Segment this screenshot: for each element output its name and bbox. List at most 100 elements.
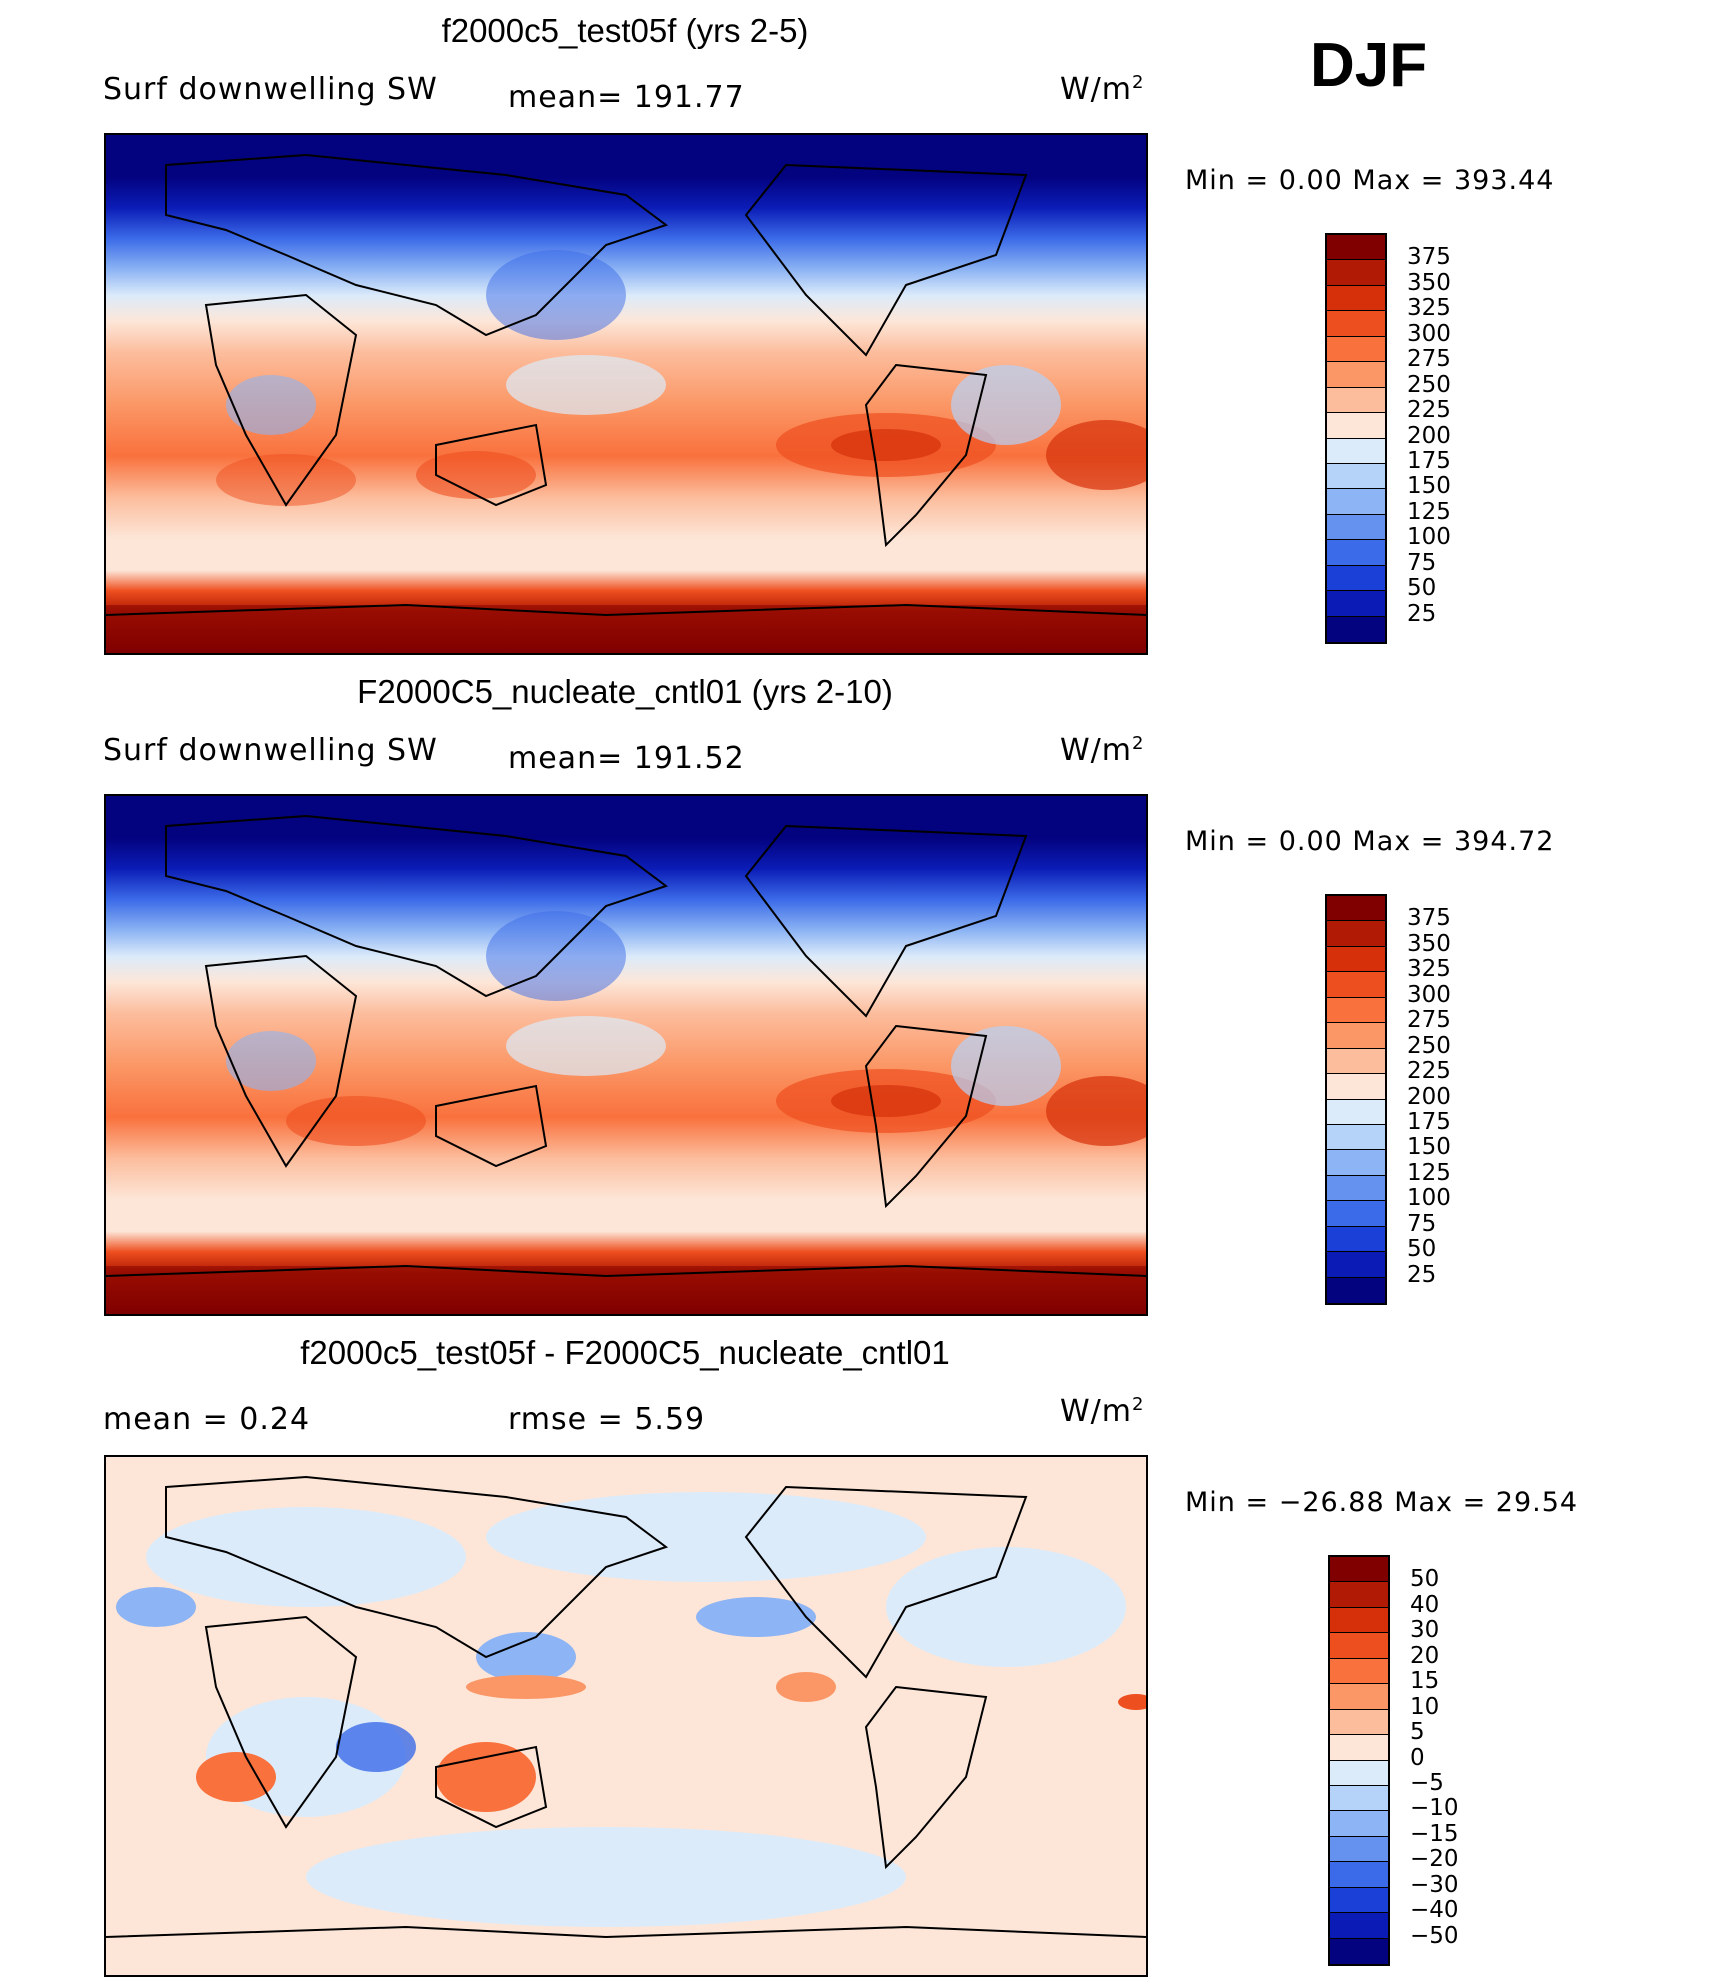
colorbar-swatch (1327, 235, 1385, 261)
panel-3-rmse-label: rmse = 5.59 (508, 1402, 706, 1437)
season-label: DJF (1310, 31, 1428, 100)
colorbar-swatch (1327, 1175, 1385, 1202)
colorbar-tick-label: 200 (1407, 422, 1451, 449)
colorbar-swatch (1330, 1633, 1388, 1659)
colorbar-swatch (1327, 1023, 1385, 1049)
colorbar-swatch (1330, 1760, 1388, 1786)
colorbar-tick-label: 300 (1407, 320, 1451, 347)
colorbar-tick-label: 200 (1407, 1083, 1451, 1110)
colorbar-swatch (1330, 1684, 1388, 1710)
colorbar-tick-label: 100 (1407, 524, 1451, 551)
colorbar-tick-label: 75 (1407, 1210, 1437, 1237)
panel-2-mean-label: mean= 191.52 (508, 741, 745, 776)
colorbar-swatch (1327, 1074, 1385, 1100)
colorbar-swatch (1327, 997, 1385, 1024)
panel-1-map (104, 133, 1148, 655)
colorbar-swatch (1327, 946, 1385, 973)
colorbar-swatch (1327, 438, 1385, 464)
colorbar-tick-label: 350 (1407, 930, 1451, 957)
colorbar-tick-label: 175 (1407, 1108, 1451, 1135)
colorbar-swatch (1327, 591, 1385, 617)
colorbar-swatch (1327, 616, 1385, 642)
panel-1-field (106, 135, 1146, 653)
colorbar-swatch (1330, 1735, 1388, 1761)
colorbar-swatch (1327, 540, 1385, 566)
colorbar-tick-label: 250 (1407, 1032, 1451, 1059)
colorbar-tick-label: −10 (1410, 1795, 1459, 1822)
colorbar-tick-label: 175 (1407, 447, 1451, 474)
colorbar-swatch (1330, 1785, 1388, 1812)
colorbar-tick-label: 125 (1407, 498, 1451, 525)
colorbar-tick-label: 0 (1410, 1744, 1425, 1771)
panel-2-min-max: Min = 0.00 Max = 394.72 (1185, 826, 1555, 857)
colorbar-tick-label: 225 (1407, 397, 1451, 424)
colorbar-swatch (1327, 514, 1385, 541)
panel-3-field (106, 1457, 1146, 1975)
panel-2-colorbar (1325, 894, 1387, 1305)
colorbar-swatch (1330, 1938, 1388, 1964)
panel-1-mean-label: mean= 191.77 (508, 80, 745, 115)
colorbar-swatch (1330, 1836, 1388, 1863)
colorbar-tick-label: 75 (1407, 549, 1437, 576)
colorbar-swatch (1327, 336, 1385, 363)
colorbar-swatch (1327, 1226, 1385, 1253)
colorbar-swatch (1327, 463, 1385, 490)
colorbar-swatch (1327, 1124, 1385, 1151)
panel-1-title: f2000c5_test05f (yrs 2-5) (441, 12, 809, 49)
panel-1-min-max: Min = 0.00 Max = 393.44 (1185, 165, 1555, 196)
colorbar-swatch (1327, 362, 1385, 388)
panel-2-units: W/m2 (1060, 733, 1145, 768)
colorbar-tick-label: 325 (1407, 956, 1451, 983)
colorbar-tick-label: 375 (1407, 905, 1451, 932)
panel-1-variable-label: Surf downwelling SW (103, 72, 438, 107)
panel-2-map (104, 794, 1148, 1316)
colorbar-swatch (1327, 285, 1385, 312)
colorbar-tick-label: 25 (1407, 600, 1437, 627)
colorbar-tick-label: −15 (1410, 1820, 1459, 1847)
colorbar-tick-label: 30 (1410, 1617, 1440, 1644)
panel-3-mean-label: mean = 0.24 (103, 1402, 311, 1437)
colorbar-swatch (1327, 1252, 1385, 1278)
colorbar-swatch (1327, 489, 1385, 515)
colorbar-tick-label: 5 (1410, 1719, 1425, 1746)
colorbar-swatch (1327, 565, 1385, 592)
panel-3-units: W/m2 (1060, 1394, 1145, 1429)
panel-3-min-max: Min = −26.88 Max = 29.54 (1185, 1487, 1579, 1518)
colorbar-swatch (1327, 311, 1385, 337)
colorbar-tick-label: 20 (1410, 1642, 1440, 1669)
colorbar-tick-label: 50 (1410, 1566, 1440, 1593)
colorbar-swatch (1327, 1201, 1385, 1227)
colorbar-swatch (1327, 1150, 1385, 1176)
colorbar-swatch (1330, 1913, 1388, 1939)
colorbar-tick-label: −30 (1410, 1871, 1459, 1898)
colorbar-swatch (1330, 1887, 1388, 1914)
colorbar-tick-label: 275 (1407, 1007, 1451, 1034)
colorbar-swatch (1330, 1811, 1388, 1837)
panel-2-variable-label: Surf downwelling SW (103, 733, 438, 768)
colorbar-tick-label: 50 (1407, 1236, 1437, 1263)
colorbar-tick-label: 250 (1407, 371, 1451, 398)
panel-2-field (106, 796, 1146, 1314)
colorbar-tick-label: 350 (1407, 269, 1451, 296)
colorbar-swatch (1327, 896, 1385, 922)
panel-1-units: W/m2 (1060, 72, 1145, 107)
colorbar-tick-label: −20 (1410, 1846, 1459, 1873)
colorbar-swatch (1327, 260, 1385, 286)
colorbar-swatch (1327, 1277, 1385, 1303)
colorbar-swatch (1330, 1582, 1388, 1608)
panel-3-colorbar (1328, 1555, 1390, 1966)
colorbar-swatch (1330, 1557, 1388, 1583)
colorbar-tick-label: 40 (1410, 1591, 1440, 1618)
colorbar-swatch (1330, 1607, 1388, 1634)
panel-2-title: F2000C5_nucleate_cntl01 (yrs 2-10) (357, 673, 893, 710)
colorbar-swatch (1327, 1099, 1385, 1125)
colorbar-tick-label: 125 (1407, 1159, 1451, 1186)
colorbar-tick-label: −5 (1410, 1769, 1444, 1796)
colorbar-swatch (1327, 387, 1385, 414)
colorbar-tick-label: 15 (1410, 1668, 1440, 1695)
colorbar-tick-label: −50 (1410, 1922, 1459, 1949)
colorbar-tick-label: 225 (1407, 1058, 1451, 1085)
colorbar-tick-label: 275 (1407, 346, 1451, 373)
colorbar-tick-label: 25 (1407, 1261, 1437, 1288)
colorbar-tick-label: 325 (1407, 295, 1451, 322)
